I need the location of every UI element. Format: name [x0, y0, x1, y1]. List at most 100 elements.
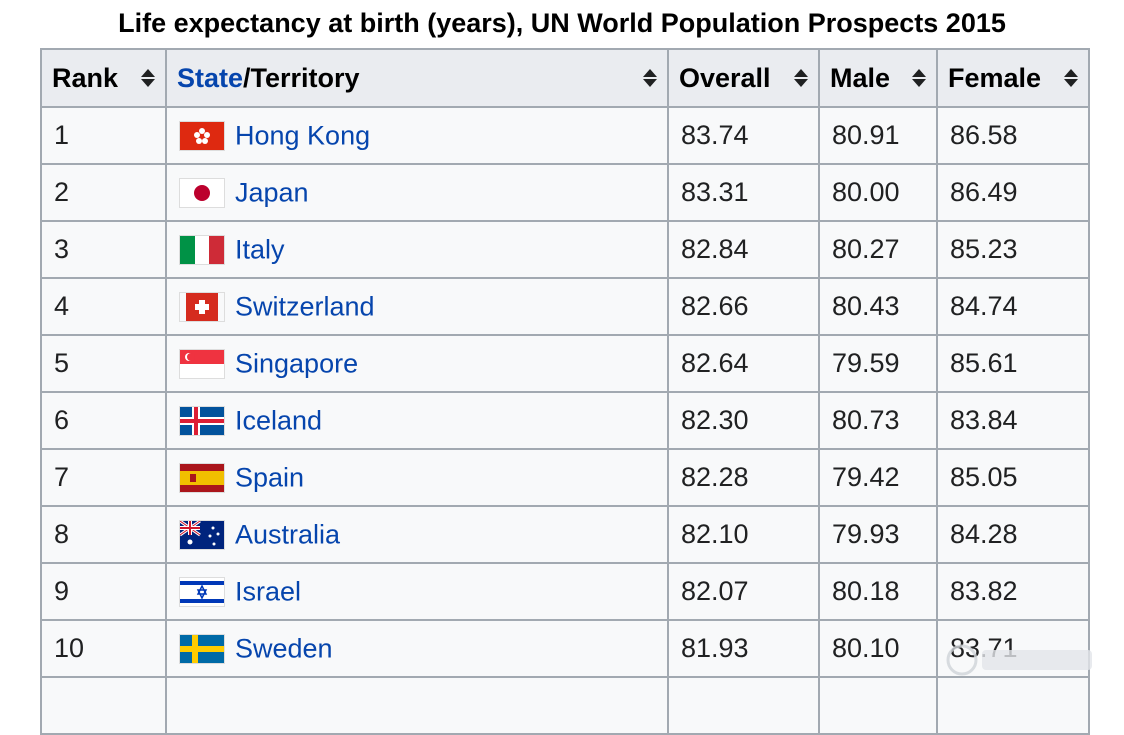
male-column-header[interactable]: Male — [818, 48, 938, 108]
overall-cell: 82.64 — [667, 334, 820, 393]
female-cell: 85.23 — [936, 220, 1090, 279]
country-link[interactable]: Iceland — [235, 405, 323, 436]
male-cell: 80.10 — [818, 619, 938, 678]
male-cell: 80.73 — [818, 391, 938, 450]
male-cell: 79.59 — [818, 334, 938, 393]
male-cell: 80.27 — [818, 220, 938, 279]
header-row: Rank State/Territory Overall Male Female — [40, 48, 1090, 108]
country-link[interactable]: Spain — [235, 462, 305, 493]
rank-cell: 1 — [40, 106, 167, 165]
watermark-logo — [944, 640, 1104, 686]
female-cell: 83.84 — [936, 391, 1090, 450]
overall-column-header[interactable]: Overall — [667, 48, 820, 108]
state-header-label: /Territory — [243, 62, 360, 93]
table-row: 4 Switzerland 82.66 80.43 84.74 — [40, 277, 1090, 336]
country-link[interactable]: Australia — [235, 519, 341, 550]
rank-cell: 3 — [40, 220, 167, 279]
sort-icon[interactable] — [1064, 69, 1078, 87]
male-cell: 80.00 — [818, 163, 938, 222]
rank-cell: 4 — [40, 277, 167, 336]
overall-cell: 82.10 — [667, 505, 820, 564]
female-cell: 84.28 — [936, 505, 1090, 564]
country-link[interactable]: Israel — [235, 576, 302, 607]
state-cell: Hong Kong — [165, 106, 669, 165]
country-link[interactable]: Singapore — [235, 348, 359, 379]
female-cell: 86.49 — [936, 163, 1090, 222]
table-row: 8 Australia 82.10 79.93 84.28 — [40, 505, 1090, 564]
state-cell: Italy — [165, 220, 669, 279]
sweden-flag-icon[interactable] — [179, 634, 225, 665]
table-row: 5 Singapore 82.64 79.59 85.61 — [40, 334, 1090, 393]
australia-flag-icon[interactable] — [179, 519, 225, 551]
sort-icon[interactable] — [141, 69, 155, 87]
overall-cell: 81.93 — [667, 619, 820, 678]
female-column-header[interactable]: Female — [936, 48, 1090, 108]
table-row: 2 Japan 83.31 80.00 86.49 — [40, 163, 1090, 222]
country-link[interactable]: Japan — [235, 177, 309, 208]
iceland-flag-icon[interactable] — [179, 406, 225, 437]
country-link[interactable]: Hong Kong — [235, 120, 371, 151]
male-cell: 80.91 — [818, 106, 938, 165]
state-header-link[interactable]: State — [177, 62, 244, 93]
state-cell: Singapore — [165, 334, 669, 393]
rank-cell: 6 — [40, 391, 167, 450]
table-row: 10 Sweden 81.93 80.10 83.71 — [40, 619, 1090, 678]
table-row: 7 Spain 82.28 79.42 85.05 — [40, 448, 1090, 507]
overall-cell: 83.74 — [667, 106, 820, 165]
female-cell: 83.82 — [936, 562, 1090, 621]
male-header-label: Male — [830, 62, 891, 93]
state-cell: Australia — [165, 505, 669, 564]
sort-icon[interactable] — [794, 69, 808, 87]
overall-cell: 82.30 — [667, 391, 820, 450]
male-cell: 80.43 — [818, 277, 938, 336]
rank-header-label: Rank — [52, 62, 119, 93]
sort-icon[interactable] — [912, 69, 926, 87]
state-cell: Spain — [165, 448, 669, 507]
male-cell: 79.93 — [818, 505, 938, 564]
japan-flag-icon[interactable] — [179, 178, 225, 209]
male-cell: 80.18 — [818, 562, 938, 621]
overall-header-label: Overall — [679, 62, 771, 93]
overall-cell: 82.66 — [667, 277, 820, 336]
overall-cell: 82.07 — [667, 562, 820, 621]
table-row: 9 Israel 82.07 80.18 83.82 — [40, 562, 1090, 621]
rank-cell: 10 — [40, 619, 167, 678]
male-cell: 79.42 — [818, 448, 938, 507]
overall-cell: 82.84 — [667, 220, 820, 279]
state-cell: Iceland — [165, 391, 669, 450]
table-caption: Life expectancy at birth (years), UN Wor… — [118, 8, 1006, 38]
rank-cell: 7 — [40, 448, 167, 507]
country-link[interactable]: Switzerland — [235, 291, 375, 322]
rank-cell: 9 — [40, 562, 167, 621]
state-cell: Israel — [165, 562, 669, 621]
state-cell: Sweden — [165, 619, 669, 678]
female-cell: 84.74 — [936, 277, 1090, 336]
table-row — [40, 676, 1090, 735]
rank-cell: 8 — [40, 505, 167, 564]
spain-flag-icon[interactable] — [179, 463, 225, 494]
female-cell: 85.05 — [936, 448, 1090, 507]
rank-cell: 2 — [40, 163, 167, 222]
rank-cell: 5 — [40, 334, 167, 393]
italy-flag-icon[interactable] — [179, 235, 225, 266]
overall-cell: 83.31 — [667, 163, 820, 222]
switzerland-flag-icon[interactable] — [179, 292, 225, 323]
sort-icon[interactable] — [643, 69, 657, 87]
country-link[interactable]: Sweden — [235, 633, 333, 664]
female-cell: 86.58 — [936, 106, 1090, 165]
table-row: 3 Italy 82.84 80.27 85.23 — [40, 220, 1090, 279]
country-link[interactable]: Italy — [235, 234, 285, 265]
state-cell: Japan — [165, 163, 669, 222]
female-header-label: Female — [948, 62, 1042, 93]
table-row: 6 Iceland 82.30 80.73 83.84 — [40, 391, 1090, 450]
table-row: 1 Hong Kong 83.74 80.91 86.58 — [40, 106, 1090, 165]
female-cell: 85.61 — [936, 334, 1090, 393]
overall-cell: 82.28 — [667, 448, 820, 507]
rank-column-header[interactable]: Rank — [40, 48, 167, 108]
state-cell: Switzerland — [165, 277, 669, 336]
singapore-flag-icon[interactable] — [179, 349, 225, 380]
israel-flag-icon[interactable] — [179, 577, 225, 608]
life-expectancy-table: Rank State/Territory Overall Male Female… — [40, 48, 1090, 735]
state-column-header[interactable]: State/Territory — [165, 48, 669, 108]
hong-kong-flag-icon[interactable] — [179, 121, 225, 152]
